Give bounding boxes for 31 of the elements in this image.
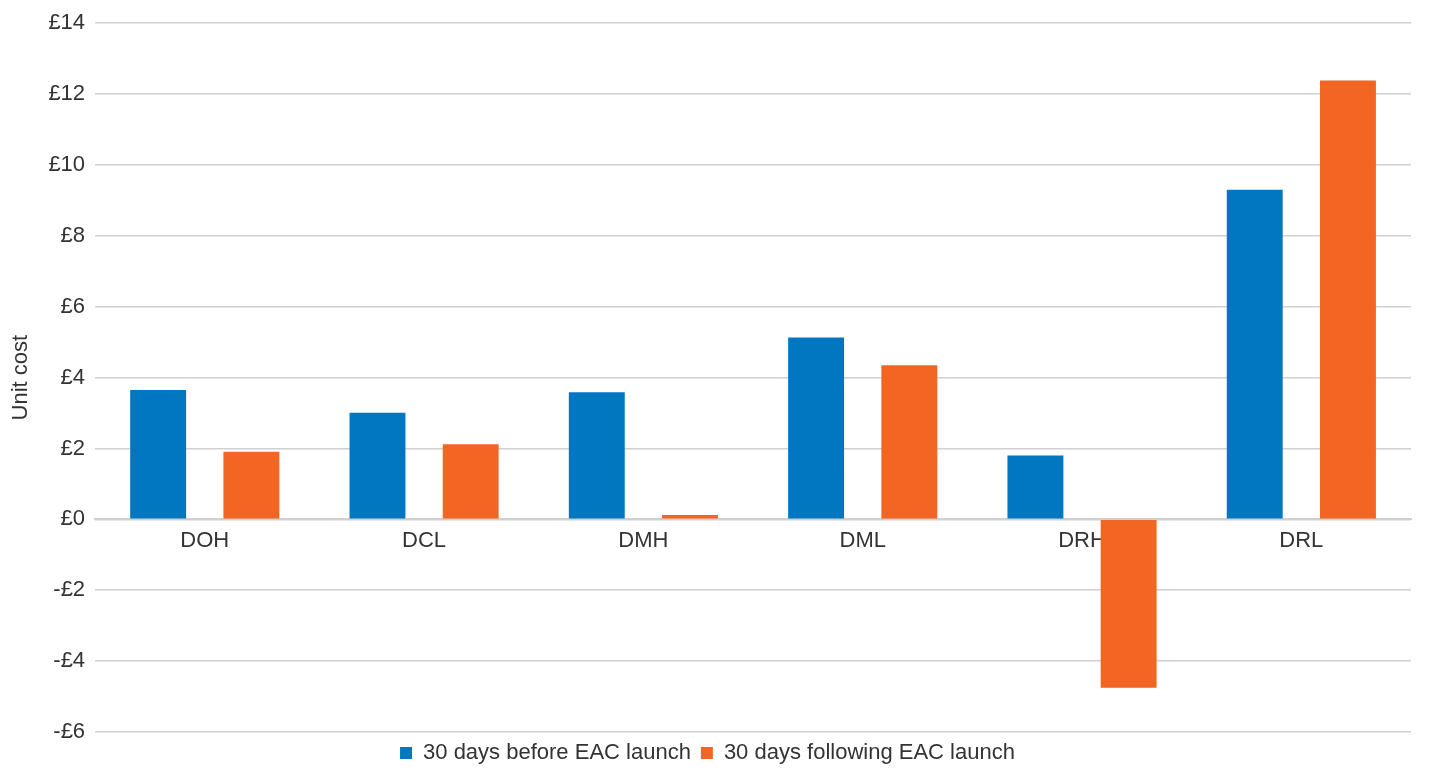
bar: [130, 390, 187, 519]
x-tick-label: DCL: [402, 526, 447, 552]
y-tick-label: -£4: [53, 647, 86, 673]
y-tick-label: £10: [48, 151, 86, 177]
y-tick-label: £2: [60, 434, 86, 460]
x-tick-label: DRL: [1279, 526, 1324, 552]
y-tick-label: £14: [48, 9, 86, 35]
x-tick-label: DMH: [618, 526, 669, 552]
bar: [788, 337, 845, 519]
legend-label: 30 days following EAC launch: [723, 739, 1015, 765]
bar: [881, 365, 938, 519]
bar: [442, 444, 499, 519]
bar: [1100, 520, 1157, 688]
y-tick-label: £12: [48, 80, 86, 106]
x-tick-label: DML: [839, 526, 886, 552]
y-tick-label: £8: [60, 221, 86, 247]
bar: [349, 412, 406, 519]
y-tick-label: -£6: [53, 718, 86, 744]
y-tick-label: £0: [60, 505, 86, 531]
y-axis-title: Unit cost: [7, 334, 33, 421]
bar: [1319, 80, 1376, 519]
legend-label: 30 days before EAC launch: [423, 739, 691, 765]
x-tick-label: DOH: [180, 526, 230, 552]
y-tick-label: £4: [60, 363, 86, 389]
bar: [662, 515, 718, 519]
y-tick-label: £6: [60, 292, 86, 318]
bar: [568, 392, 625, 519]
y-tick-label: -£2: [53, 576, 86, 602]
bar: [223, 451, 280, 519]
bar: [1226, 189, 1283, 519]
bar: [1007, 455, 1064, 519]
